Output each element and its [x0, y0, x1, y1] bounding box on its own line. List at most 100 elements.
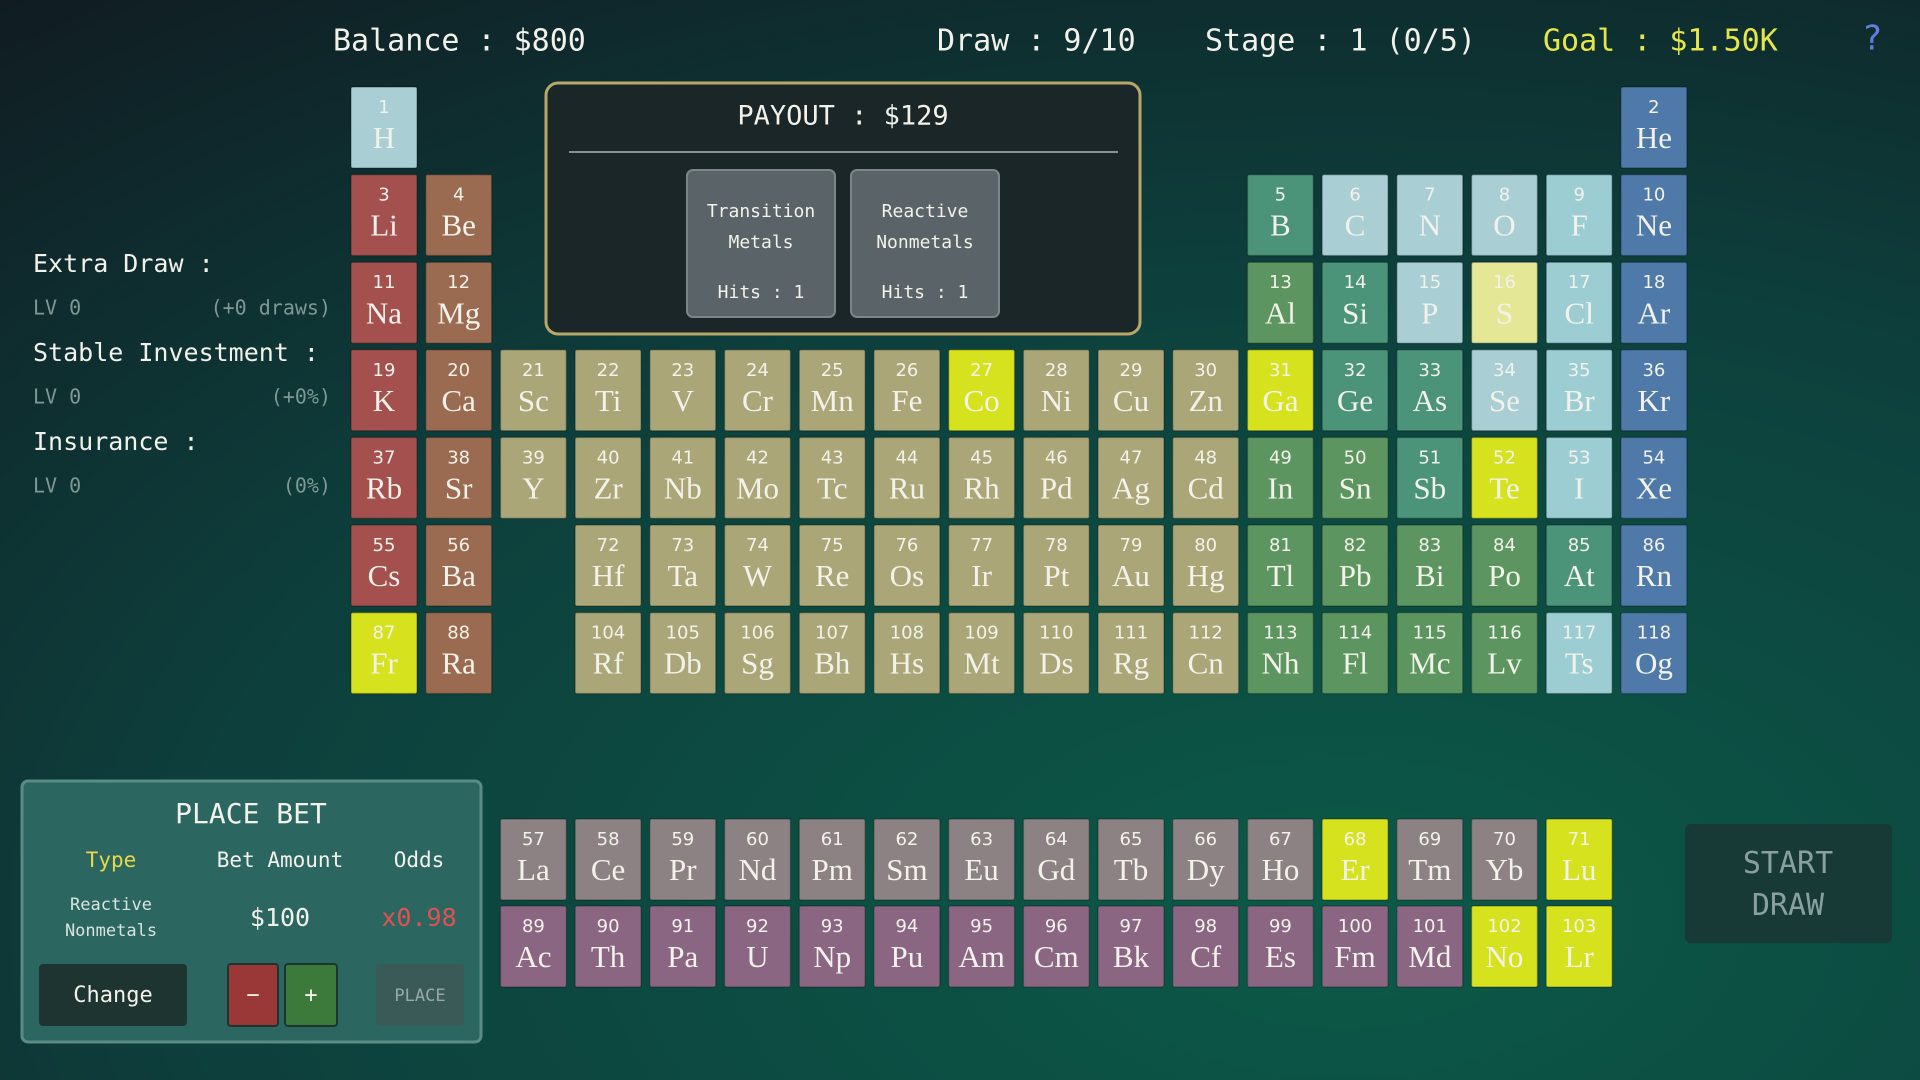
- element-symbol: Fm: [1334, 939, 1375, 974]
- minus-button[interactable]: [227, 963, 279, 1027]
- place-button[interactable]: [376, 964, 464, 1026]
- element-number: 45: [970, 447, 993, 468]
- start-draw-line[interactable]: START: [1743, 846, 1833, 881]
- start-draw-button[interactable]: [1685, 824, 1892, 943]
- element-number: 67: [1269, 829, 1292, 850]
- element-number: 81: [1269, 535, 1292, 556]
- element-number: 92: [746, 916, 769, 937]
- element-tile: [1620, 173, 1688, 257]
- element-number: 11: [373, 272, 396, 293]
- element-number: 55: [373, 535, 396, 556]
- element-symbol: W: [743, 558, 773, 593]
- element-number: 1: [378, 97, 389, 118]
- start-draw-line[interactable]: DRAW: [1752, 888, 1825, 923]
- element-number: 84: [1493, 535, 1516, 556]
- element-tile: [1022, 349, 1091, 432]
- plus-button[interactable]: [284, 963, 338, 1027]
- element-tile: [798, 436, 866, 520]
- element-symbol: Mn: [811, 383, 855, 418]
- element-number: 83: [1418, 535, 1441, 556]
- element-number: 116: [1487, 623, 1521, 644]
- element-symbol: Am: [958, 939, 1005, 974]
- element-tile: [1545, 611, 1613, 695]
- element-number: 3: [378, 185, 389, 206]
- element-tile: [1321, 524, 1389, 607]
- element-number: 75: [821, 535, 844, 556]
- element-tile: [424, 261, 493, 344]
- element-tile: [1171, 436, 1240, 520]
- element-number: 87: [373, 623, 396, 644]
- element-symbol: Ga: [1262, 383, 1298, 418]
- element-number: 95: [970, 916, 993, 937]
- element-tile: [424, 611, 493, 695]
- element-tile: [649, 905, 717, 988]
- element-symbol: La: [517, 852, 550, 887]
- element-number: 29: [1120, 360, 1143, 381]
- balance: Balance : $800: [333, 24, 586, 59]
- element-symbol: Ne: [1636, 208, 1672, 243]
- card-label-line: Metals: [728, 232, 793, 253]
- plus-button-label[interactable]: +: [304, 983, 317, 1008]
- element-symbol: Cm: [1034, 939, 1079, 974]
- element-symbol: In: [1267, 471, 1293, 506]
- element-tile: [1545, 905, 1613, 988]
- bet-type-line: Nonmetals: [65, 921, 157, 941]
- bet-type: Reactive Nonmetals: [65, 895, 157, 941]
- element-number: 70: [1493, 829, 1516, 850]
- element-tile: [798, 818, 866, 901]
- element-symbol: Pb: [1339, 558, 1372, 593]
- element-symbol: Pa: [667, 939, 698, 974]
- element-tile: [1022, 905, 1091, 988]
- element-symbol: Ru: [889, 471, 925, 506]
- element-tile: [723, 436, 792, 520]
- element-tile: [1321, 611, 1389, 695]
- element-number: 48: [1194, 447, 1217, 468]
- element-number: 47: [1120, 447, 1143, 468]
- element-number: 104: [591, 623, 625, 644]
- element-symbol: H: [373, 120, 395, 155]
- element-tile: [1321, 261, 1389, 344]
- element-symbol: Nh: [1261, 646, 1299, 681]
- element-number: 76: [895, 535, 918, 556]
- element-number: 65: [1120, 829, 1143, 850]
- upgrade-effect: (+0%): [271, 385, 331, 409]
- start-draw-label[interactable]: START DRAW: [1743, 846, 1833, 923]
- element-number: 7: [1424, 185, 1435, 206]
- element-tile: [350, 436, 418, 520]
- element-number: 30: [1194, 360, 1217, 381]
- element-tile: [873, 524, 941, 607]
- change-button-label[interactable]: Change: [73, 983, 152, 1008]
- element-number: 69: [1418, 829, 1441, 850]
- element-tile: [1097, 611, 1165, 695]
- element-number: 99: [1269, 916, 1292, 937]
- element-symbol: Pu: [891, 939, 924, 974]
- element-symbol: Rb: [366, 471, 402, 506]
- element-number: 113: [1263, 623, 1297, 644]
- element-symbol: Fr: [370, 646, 398, 681]
- element-number: 106: [740, 623, 774, 644]
- element-symbol: V: [672, 383, 695, 418]
- element-number: 88: [447, 623, 470, 644]
- element-number: 61: [821, 829, 844, 850]
- element-tile: [1246, 261, 1315, 344]
- element-symbol: Cr: [742, 383, 774, 418]
- change-button[interactable]: [39, 964, 187, 1026]
- place-button-label[interactable]: PLACE: [394, 986, 445, 1006]
- element-symbol: Md: [1408, 939, 1452, 974]
- element-tile: [1022, 436, 1091, 520]
- minus-button-label[interactable]: −: [246, 983, 259, 1008]
- element-number: 32: [1344, 360, 1367, 381]
- element-tile: [1545, 524, 1613, 607]
- element-number: 85: [1568, 535, 1591, 556]
- element-symbol: Re: [815, 558, 849, 593]
- help-button[interactable]: ?: [1862, 19, 1882, 59]
- upgrade-name: Stable Investment :: [33, 338, 319, 367]
- element-number: 107: [815, 623, 849, 644]
- element-tile: [1470, 261, 1539, 344]
- element-number: 105: [666, 623, 700, 644]
- element-number: 25: [821, 360, 844, 381]
- element-tile: [1470, 349, 1539, 432]
- element-number: 46: [1045, 447, 1068, 468]
- element-tile: [873, 349, 941, 432]
- upgrade-name: Insurance :: [33, 427, 199, 456]
